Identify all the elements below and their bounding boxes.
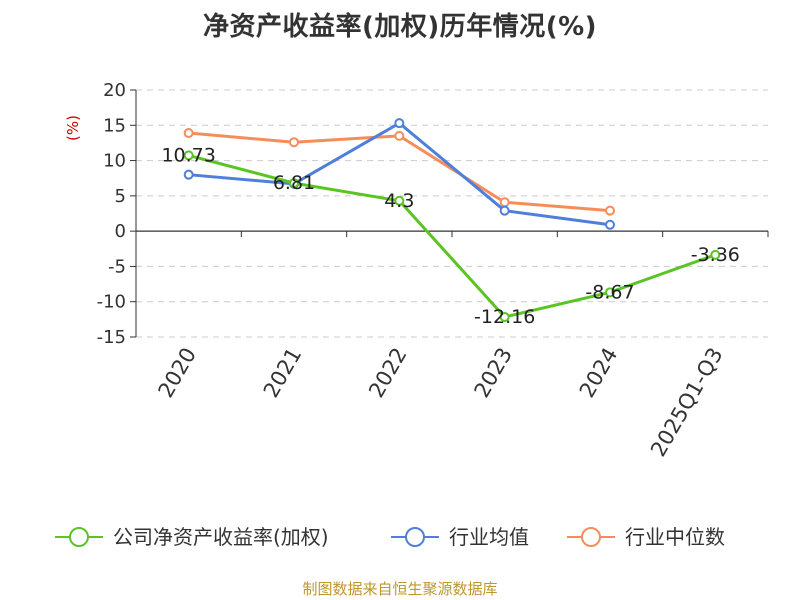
legend-marker	[69, 527, 89, 547]
legend-marker	[581, 527, 601, 547]
y-tick-label: -5	[108, 256, 126, 277]
legend-marker	[405, 527, 425, 547]
legend-label: 行业中位数	[625, 525, 725, 549]
y-tick-label: 0	[115, 221, 126, 242]
data-point	[499, 205, 510, 216]
data-source-footer: 制图数据来自恒生聚源数据库	[302, 580, 498, 598]
y-axis-unit-label: (%)	[64, 115, 82, 141]
y-tick-label: 20	[103, 80, 126, 101]
series-line	[188, 153, 716, 319]
data-point	[499, 197, 510, 208]
y-tick-label: -15	[97, 327, 126, 348]
data-point	[289, 178, 299, 189]
data-point	[183, 150, 194, 161]
x-tick-label: 2024	[575, 344, 623, 402]
y-tick-label: 5	[115, 186, 126, 207]
data-label: -12.16	[474, 306, 535, 328]
data-point	[394, 195, 405, 206]
data-point	[710, 249, 721, 260]
x-tick-label: 2021	[259, 344, 307, 402]
legend-label: 公司净资产收益率(加权)	[113, 525, 329, 549]
data-label: 10.73	[161, 144, 215, 166]
data-point	[394, 118, 405, 129]
y-tick-label: -10	[97, 292, 126, 313]
data-point	[289, 137, 299, 148]
data-label: 6.81	[273, 172, 315, 194]
data-label: -3.36	[691, 244, 740, 266]
data-point	[605, 205, 615, 216]
x-tick-label: 2022	[364, 344, 412, 402]
y-tick-label: 15	[103, 115, 126, 136]
data-point	[394, 130, 405, 141]
x-tick-label: 2025Q1-Q3	[646, 344, 728, 461]
data-point	[499, 311, 510, 322]
x-tick-label: 2023	[469, 344, 517, 402]
data-point	[605, 219, 615, 230]
x-tick-label: 2020	[153, 344, 201, 402]
data-label: 4.3	[384, 190, 414, 212]
chart-title: 净资产收益率(加权)历年情况(%)	[202, 12, 598, 42]
data-point	[183, 169, 194, 180]
data-label: -8.67	[585, 281, 634, 303]
data-point	[605, 287, 615, 298]
legend-label: 行业均值	[449, 525, 529, 549]
y-tick-label: 10	[103, 151, 126, 172]
data-point	[183, 128, 194, 139]
